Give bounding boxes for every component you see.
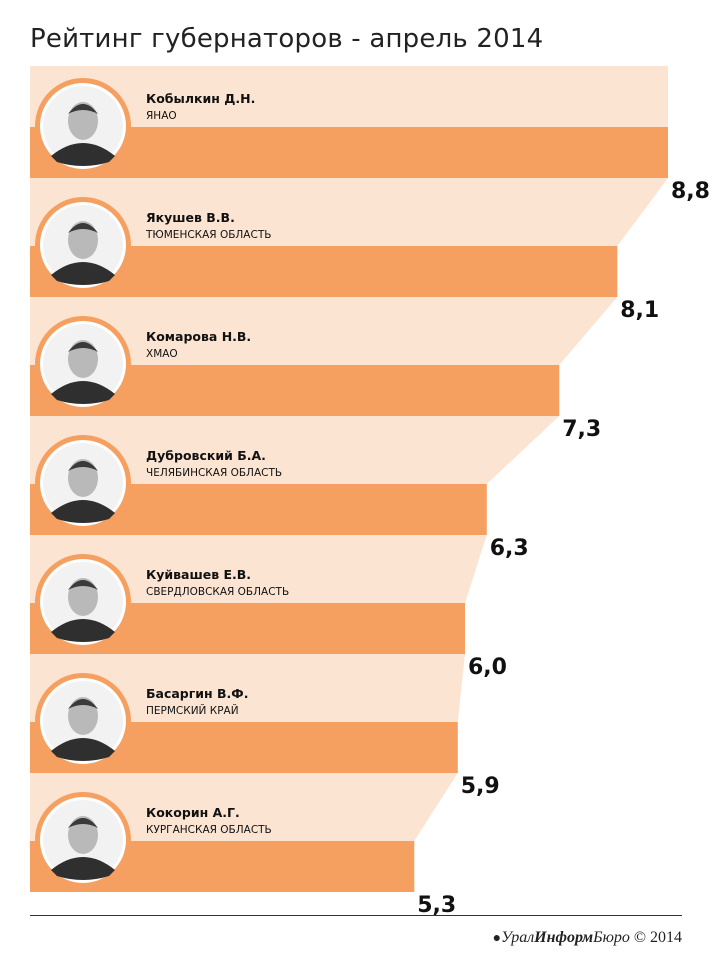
portrait-hair-icon bbox=[68, 104, 98, 114]
portrait-shoulders-icon bbox=[51, 262, 115, 285]
value-label: 5,3 bbox=[417, 893, 456, 918]
portrait-face-icon bbox=[68, 816, 98, 854]
portrait-hair-icon bbox=[68, 818, 98, 828]
region-label: ЧЕЛЯБИНСКАЯ ОБЛАСТЬ bbox=[146, 467, 282, 479]
brand-part-ural: Урал bbox=[501, 929, 535, 946]
governor-name: Басаргин В.Ф. bbox=[146, 686, 248, 701]
value-label: 8,8 bbox=[671, 179, 710, 204]
region-label: ПЕРМСКИЙ КРАЙ bbox=[146, 704, 239, 717]
portrait-shoulders-icon bbox=[51, 738, 115, 761]
portrait-hair-icon bbox=[68, 223, 98, 233]
footer-divider bbox=[30, 915, 682, 916]
bar bbox=[30, 127, 668, 178]
region-label: ТЮМЕНСКАЯ ОБЛАСТЬ bbox=[145, 229, 271, 241]
portrait-hair-icon bbox=[68, 342, 98, 352]
governor-name: Дубровский Б.А. bbox=[146, 448, 266, 463]
governor-name: Комарова Н.В. bbox=[146, 329, 251, 344]
governor-name: Якушев В.В. bbox=[146, 210, 235, 225]
portrait-shoulders-icon bbox=[51, 381, 115, 404]
value-label: 7,3 bbox=[562, 417, 601, 442]
governor-name: Куйвашев Е.В. bbox=[146, 567, 251, 582]
portrait-shoulders-icon bbox=[51, 143, 115, 166]
region-label: КУРГАНСКАЯ ОБЛАСТЬ bbox=[146, 824, 272, 836]
portrait-hair-icon bbox=[68, 580, 98, 590]
governor-name: Кобылкин Д.Н. bbox=[146, 91, 255, 106]
portrait-face-icon bbox=[68, 459, 98, 497]
region-label: ХМАО bbox=[146, 348, 178, 360]
value-label: 5,9 bbox=[461, 774, 500, 799]
portrait-face-icon bbox=[68, 697, 98, 735]
portrait-shoulders-icon bbox=[51, 500, 115, 523]
portrait-shoulders-icon bbox=[51, 857, 115, 880]
brand-part-inform: Информ bbox=[534, 929, 594, 946]
governor-name: Кокорин А.Г. bbox=[146, 805, 240, 820]
portrait-face-icon bbox=[68, 340, 98, 378]
region-label: ЯНАО bbox=[146, 110, 177, 122]
portrait-hair-icon bbox=[68, 461, 98, 471]
brand-copyright: ●УралИнформБюро © 2014 bbox=[493, 929, 682, 947]
portrait-shoulders-icon bbox=[51, 619, 115, 642]
brand-part-buro: Бюро bbox=[593, 929, 630, 946]
portrait-face-icon bbox=[68, 221, 98, 259]
chart-title: Рейтинг губернаторов - апрель 2014 bbox=[30, 24, 544, 54]
portrait-hair-icon bbox=[68, 699, 98, 709]
brand-copyright-year: © 2014 bbox=[629, 929, 682, 946]
value-label: 8,1 bbox=[620, 298, 659, 323]
value-label: 6,0 bbox=[468, 655, 507, 680]
value-label: 6,3 bbox=[490, 536, 529, 561]
brand-dot: ● bbox=[492, 931, 502, 946]
portrait-face-icon bbox=[68, 102, 98, 140]
region-label: СВЕРДЛОВСКАЯ ОБЛАСТЬ bbox=[146, 586, 289, 598]
portrait-face-icon bbox=[68, 578, 98, 616]
